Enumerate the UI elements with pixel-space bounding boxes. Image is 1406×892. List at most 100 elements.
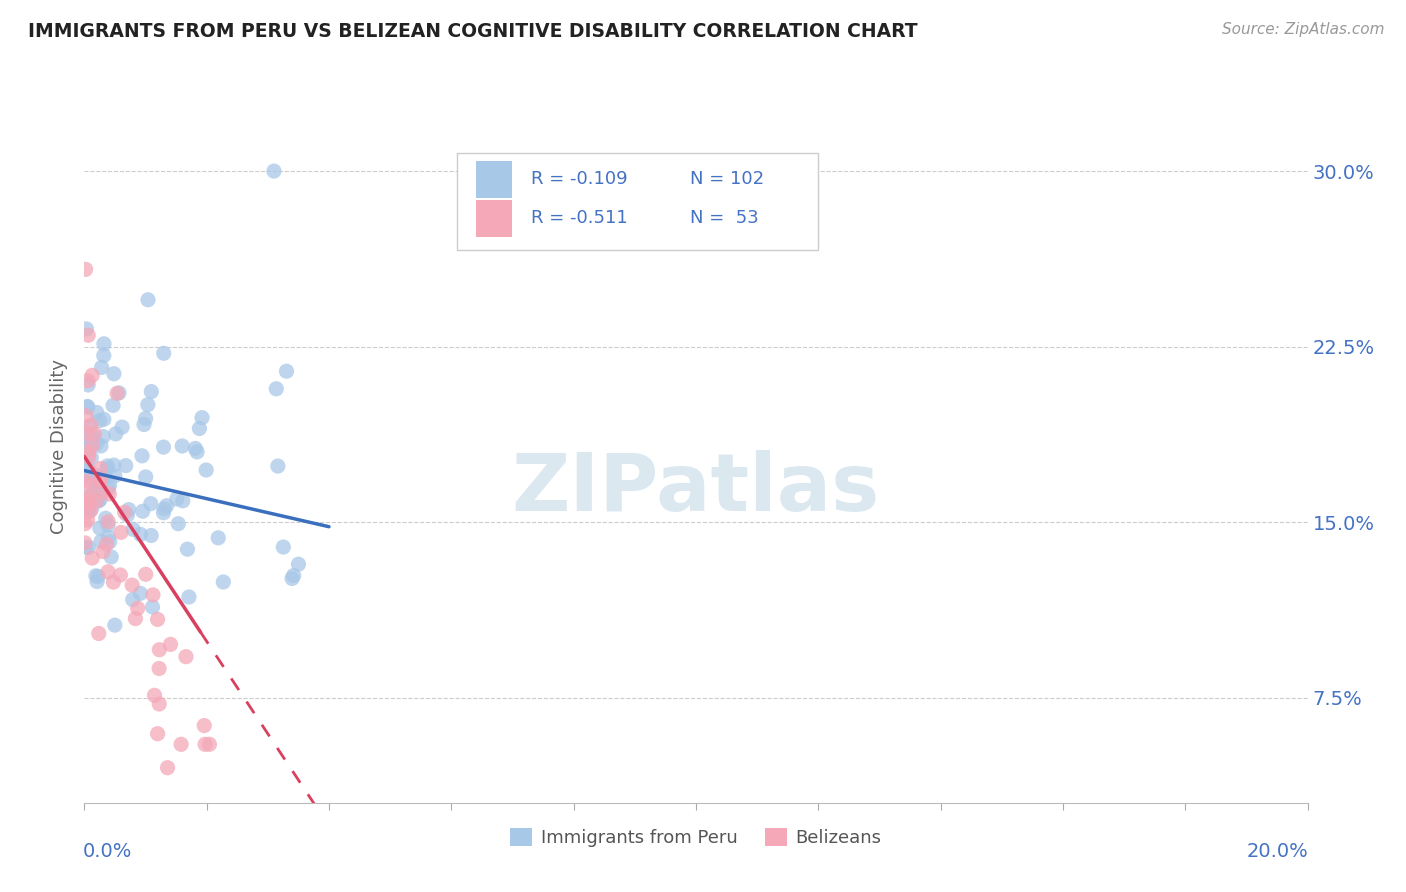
Legend: Immigrants from Peru, Belizeans: Immigrants from Peru, Belizeans [503, 821, 889, 855]
Point [172, 493, 194, 508]
Point [75, 262, 97, 277]
Point [132, 417, 155, 432]
Point [75, 409, 97, 423]
Point [127, 601, 149, 615]
Point [121, 592, 143, 607]
Point [93, 336, 115, 351]
Point [193, 718, 215, 732]
Point [77, 450, 100, 465]
Point [89, 475, 111, 489]
Point [75, 541, 97, 555]
Text: N =  53: N = 53 [690, 210, 759, 227]
Point [75, 490, 97, 504]
Point [73, 434, 96, 448]
Point [94, 511, 117, 525]
Point [172, 439, 194, 453]
Point [89, 461, 111, 475]
Point [79, 504, 101, 518]
Point [87, 494, 110, 508]
Point [103, 575, 125, 590]
Point [77, 445, 100, 459]
Point [186, 445, 208, 459]
Point [129, 527, 152, 541]
Point [90, 360, 112, 375]
Point [87, 626, 110, 640]
Point [142, 588, 165, 602]
Point [121, 578, 143, 592]
Point [176, 542, 198, 557]
Point [80, 450, 103, 465]
Point [195, 463, 218, 477]
Point [131, 504, 153, 518]
Point [73, 502, 96, 516]
Point [82, 485, 104, 500]
Point [86, 436, 108, 450]
Point [101, 398, 124, 412]
Point [104, 468, 127, 483]
Point [108, 385, 131, 400]
Point [79, 418, 101, 433]
Point [166, 491, 188, 506]
Point [75, 474, 97, 488]
Point [104, 618, 127, 632]
Point [141, 528, 163, 542]
FancyBboxPatch shape [475, 161, 513, 198]
Point [80, 502, 103, 516]
Point [283, 568, 305, 582]
Point [281, 572, 304, 586]
Point [89, 414, 111, 428]
Point [135, 411, 157, 425]
Point [105, 386, 128, 401]
Point [97, 515, 120, 529]
Point [87, 569, 110, 583]
Point [135, 470, 157, 484]
Point [86, 494, 108, 508]
Text: 20.0%: 20.0% [1247, 842, 1309, 861]
Point [77, 378, 100, 392]
FancyBboxPatch shape [457, 153, 818, 250]
Text: R = -0.511: R = -0.511 [531, 210, 627, 227]
Point [96, 461, 118, 475]
Point [122, 522, 145, 536]
Point [264, 382, 287, 396]
Point [152, 440, 174, 454]
Point [86, 405, 108, 419]
Point [91, 544, 114, 558]
Point [191, 410, 214, 425]
Point [148, 661, 170, 675]
Point [96, 537, 118, 551]
Point [80, 473, 103, 487]
Point [114, 505, 136, 519]
Point [73, 516, 96, 531]
Point [100, 549, 122, 564]
Point [89, 521, 111, 535]
Point [82, 551, 104, 566]
Point [276, 364, 298, 378]
Point [82, 429, 104, 443]
Point [146, 612, 169, 626]
Text: ZIPatlas: ZIPatlas [512, 450, 880, 528]
Point [80, 418, 103, 433]
Point [76, 491, 98, 506]
Point [118, 502, 141, 516]
Point [75, 426, 97, 441]
Point [90, 534, 112, 549]
Text: Source: ZipAtlas.com: Source: ZipAtlas.com [1222, 22, 1385, 37]
Point [97, 530, 120, 544]
Point [75, 322, 97, 336]
Point [143, 689, 166, 703]
Point [77, 442, 100, 456]
Point [82, 368, 104, 383]
Point [194, 737, 217, 751]
Point [84, 468, 107, 483]
Point [110, 568, 132, 582]
Point [93, 412, 115, 426]
Point [79, 497, 101, 511]
Point [188, 421, 211, 435]
Point [86, 574, 108, 589]
Point [77, 504, 100, 518]
Point [91, 469, 114, 483]
Point [79, 489, 101, 503]
Point [174, 649, 197, 664]
Point [156, 499, 179, 513]
